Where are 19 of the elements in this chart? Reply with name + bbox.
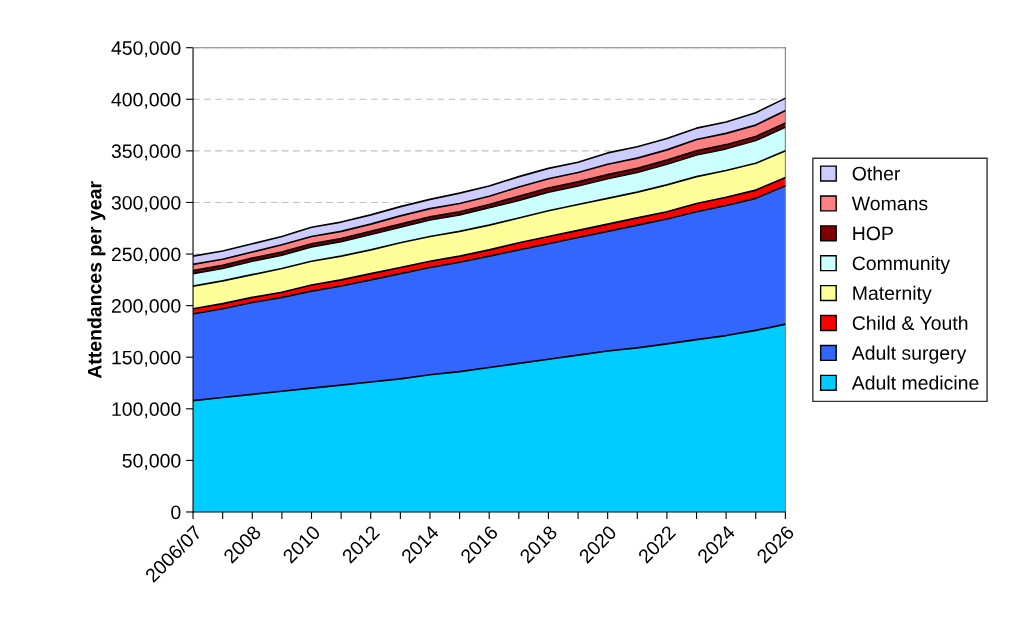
y-tick-label: 450,000 — [111, 41, 181, 58]
legend-label: Womans — [851, 196, 928, 211]
y-tick-label: 50,000 — [122, 453, 181, 470]
legend-label: Other — [852, 166, 901, 181]
legend-label: Adult medicine — [851, 375, 979, 390]
legend-label: Child & Youth — [852, 315, 968, 330]
y-tick-label: 150,000 — [112, 350, 181, 367]
legend-label: HOP — [853, 226, 893, 241]
y-tick-label: 200,000 — [111, 299, 181, 316]
y-tick-label: 250,000 — [111, 247, 181, 264]
legend-label: Adult surgery — [851, 345, 967, 364]
legend-label: Community — [852, 255, 951, 275]
y-tick-label: 0 — [171, 505, 181, 520]
y-tick-label: 400,000 — [111, 92, 181, 109]
y-tick-label: 350,000 — [111, 144, 181, 161]
y-tick-label: 300,000 — [111, 195, 181, 212]
legend-label: Maternity — [853, 285, 932, 304]
y-tick-label: 100,000 — [112, 402, 181, 419]
y-axis-title: Attendances per year — [87, 181, 106, 379]
